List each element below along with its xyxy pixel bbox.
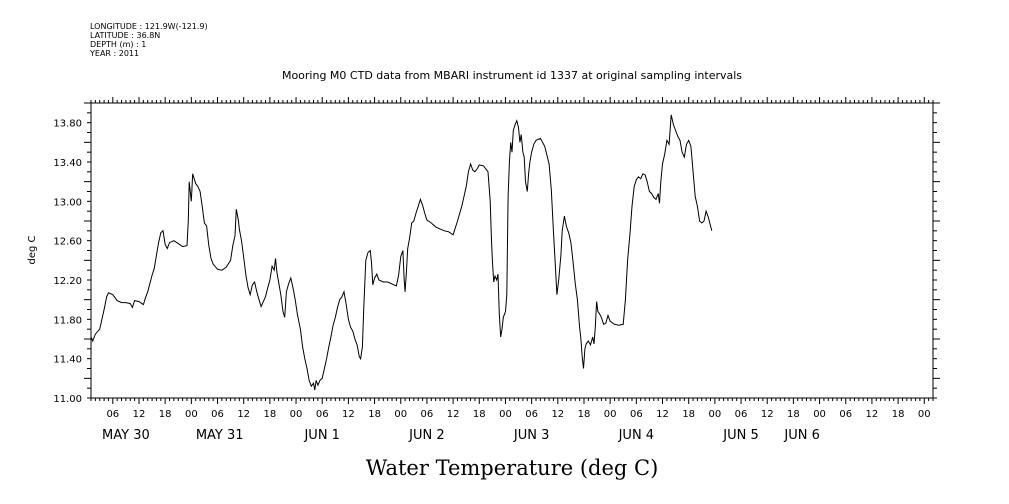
x-hour-label: 12 [656, 409, 669, 420]
chart-title: Mooring M0 CTD data from MBARI instrumen… [282, 69, 742, 82]
x-axis-ticks: 06 12 18 00 06 12 18 00 06 12 18 00 06 12 18 00 06 12 18 00… [102, 409, 931, 443]
x-day-label: JUN 6 [783, 428, 819, 443]
x-hour-label: 18 [159, 409, 172, 420]
x-hour-label: 06 [211, 409, 224, 420]
x-day-label: JUN 4 [618, 428, 654, 443]
x-hour-label: 18 [578, 409, 591, 420]
x-hour-label: 00 [394, 409, 407, 420]
chart-metadata: LONGITUDE : 121.9W(-121.9) LATITUDE : 36… [90, 22, 208, 58]
series-line [90, 114, 713, 391]
year-label: YEAR : 2011 [90, 49, 140, 58]
x-hour-label: 18 [264, 409, 277, 420]
y-tick-label: 12.60 [53, 237, 82, 248]
x-hour-label: 00 [185, 409, 198, 420]
y-tick-label: 12.20 [53, 276, 82, 287]
x-hour-label: 00 [708, 409, 721, 420]
x-hour-label: 00 [604, 409, 617, 420]
x-hour-label: 06 [421, 409, 434, 420]
x-hour-label: 18 [682, 409, 695, 420]
y-tick-label: 11.00 [53, 394, 82, 405]
x-hour-label: 00 [813, 409, 826, 420]
x-hour-label: 06 [316, 409, 329, 420]
x-hour-label: 06 [735, 409, 748, 420]
y-tick-label: 11.80 [53, 315, 82, 326]
longitude-label: LONGITUDE : 121.9W(-121.9) [90, 22, 208, 31]
x-day-label: JUN 3 [513, 428, 549, 443]
x-hour-label: 06 [106, 409, 119, 420]
x-day-label: JUN 1 [303, 428, 339, 443]
y-tick-label: 11.40 [53, 355, 82, 366]
y-tick-label: 13.80 [53, 119, 82, 130]
x-hour-label: 06 [839, 409, 852, 420]
x-day-label: JUN 5 [722, 428, 758, 443]
x-hour-label: 06 [525, 409, 538, 420]
bottom-title: Water Temperature (deg C) [366, 456, 659, 480]
x-hour-label: 00 [499, 409, 512, 420]
x-day-label: MAY 30 [102, 428, 150, 443]
x-hour-label: 18 [368, 409, 381, 420]
x-day-label: JUN 2 [408, 428, 444, 443]
x-hour-label: 12 [866, 409, 879, 420]
x-hour-label: 12 [761, 409, 774, 420]
chart-axes [90, 97, 934, 404]
x-hour-label: 12 [133, 409, 146, 420]
y-tick-label: 13.40 [53, 158, 82, 169]
x-hour-label: 12 [342, 409, 355, 420]
x-hour-label: 18 [892, 409, 905, 420]
depth-label: DEPTH (m) : 1 [90, 40, 147, 49]
y-axis-ticks: 11.00 11.40 11.80 12.20 12.60 13.00 13.40 13.80 [53, 102, 940, 405]
x-hour-label: 00 [290, 409, 303, 420]
x-hour-label: 12 [237, 409, 250, 420]
x-day-label: MAY 31 [196, 428, 244, 443]
x-hour-label: 18 [787, 409, 800, 420]
y-axis-title: deg C [27, 235, 38, 264]
y-tick-label: 13.00 [53, 197, 82, 208]
x-hour-label: 06 [630, 409, 643, 420]
x-hour-label: 18 [473, 409, 486, 420]
x-hour-label: 00 [918, 409, 931, 420]
x-hour-label: 12 [551, 409, 564, 420]
latitude-label: LATITUDE : 36.8N [90, 31, 161, 40]
x-hour-label: 12 [447, 409, 460, 420]
